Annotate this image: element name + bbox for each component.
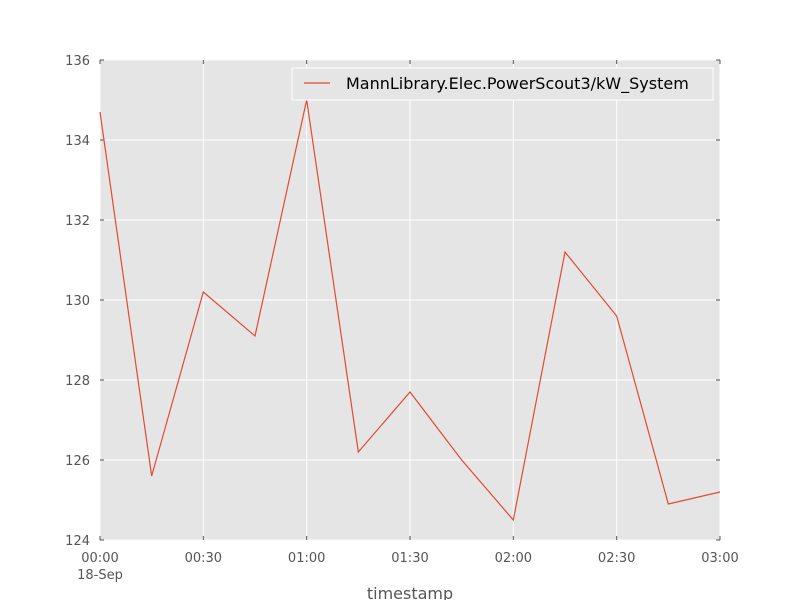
y-tick-label: 128: [65, 374, 90, 389]
legend-label: MannLibrary.Elec.PowerScout3/kW_System: [346, 74, 689, 94]
series-line: [99, 99, 721, 522]
y-tick-labels: 124 126 128 130 132 134 136: [65, 54, 90, 549]
x-tick-label: 01:30: [391, 551, 428, 566]
legend-box: [291, 67, 714, 101]
y-tick-label: 132: [65, 214, 90, 229]
legend: MannLibrary.Elec.PowerScout3/kW_System: [291, 67, 714, 101]
y-tick-label: 124: [65, 534, 90, 549]
x-tick-label: 02:30: [598, 551, 635, 566]
x-tick-label: 03:00: [701, 551, 738, 566]
y-tick-label: 136: [65, 54, 90, 69]
x-date-label: 18-Sep: [77, 568, 123, 583]
axis-ticks: [99, 59, 721, 541]
x-tick-label: 01:00: [288, 551, 325, 566]
x-tick-label: 02:00: [495, 551, 532, 566]
x-tick-labels: 00:00 00:30 01:00 01:30 02:00 02:30 03:00: [81, 551, 738, 566]
x-tick-label: 00:30: [185, 551, 222, 566]
y-tick-label: 134: [65, 134, 90, 149]
x-tick-label: 00:00: [81, 551, 118, 566]
y-tick-label: 130: [65, 294, 90, 309]
y-tick-label: 126: [65, 454, 90, 469]
x-axis-label: timestamp: [367, 584, 453, 600]
